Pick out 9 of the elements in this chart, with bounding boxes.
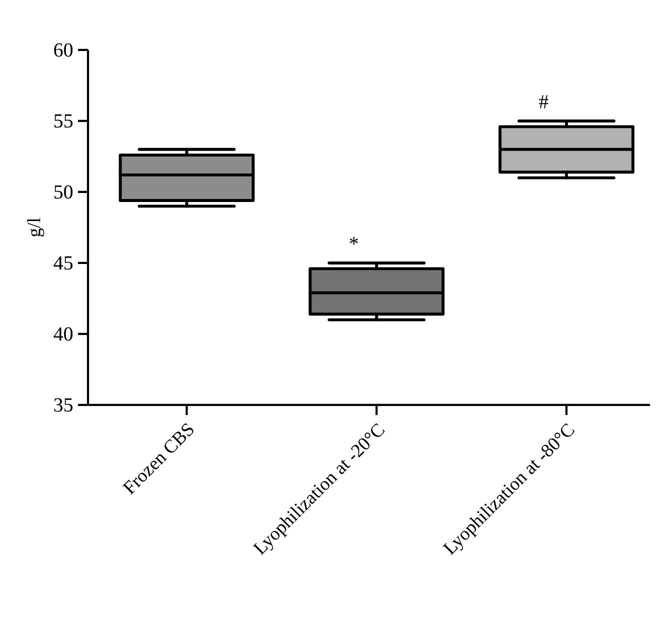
y-tick-label: 60 xyxy=(54,43,73,57)
y-tick-label: 40 xyxy=(54,327,73,341)
y-tick-label: 50 xyxy=(54,185,73,199)
y-tick-label: 55 xyxy=(54,114,73,128)
y-tick-label: 45 xyxy=(54,256,73,270)
y-axis-title: g/l xyxy=(27,218,44,237)
annotation: # xyxy=(539,95,548,108)
y-tick-label: 35 xyxy=(54,398,73,412)
annotation: * xyxy=(350,237,358,245)
